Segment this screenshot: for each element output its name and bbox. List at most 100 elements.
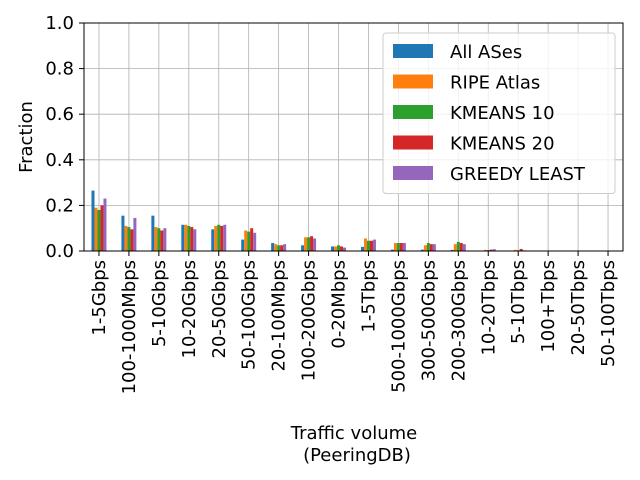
x-tick-label: 10-20Gbps <box>179 260 200 358</box>
legend-label: KMEANS 20 <box>450 134 555 155</box>
y-tick-label: 0.6 <box>45 104 74 125</box>
bar <box>97 209 101 251</box>
legend-swatch <box>393 166 433 180</box>
legend-swatch <box>393 74 433 89</box>
y-tick-label: 0.0 <box>45 241 74 262</box>
bar <box>193 229 197 251</box>
bar <box>184 224 188 251</box>
x-tick-label: 200-300Gbps <box>448 260 469 381</box>
bar <box>244 230 248 251</box>
legend-frame <box>382 32 616 194</box>
y-axis: 0.0 0.2 0.4 0.6 0.8 1.0 <box>45 13 84 262</box>
legend-swatch <box>393 44 433 58</box>
bar <box>280 245 284 251</box>
bar <box>513 249 517 251</box>
bar <box>402 243 406 251</box>
x-tick-label: 5-10Tbps <box>508 260 529 344</box>
bar <box>154 227 158 251</box>
bar <box>271 243 275 251</box>
bar <box>483 249 487 251</box>
bar <box>453 244 457 251</box>
bar <box>91 190 95 251</box>
x-tick-label: 10-20Tbps <box>478 260 499 356</box>
bar <box>121 215 125 251</box>
x-axis-label-subtitle: (PeeringDB) <box>303 445 411 466</box>
bar <box>426 243 430 251</box>
y-tick-label: 1.0 <box>45 13 74 34</box>
x-tick-label: 1-5Tbps <box>358 260 379 333</box>
y-axis-label: Fraction <box>16 101 37 173</box>
bar <box>363 238 367 251</box>
bar <box>124 225 128 251</box>
bar <box>304 237 308 251</box>
bar <box>253 232 257 251</box>
bar <box>396 243 400 251</box>
bar <box>181 224 185 251</box>
bar <box>340 246 344 251</box>
bar <box>390 249 394 251</box>
x-tick-label: 100+Tbps <box>538 260 559 353</box>
x-tick-label: 20-50Gbps <box>209 260 230 358</box>
bar <box>399 243 403 251</box>
bar <box>223 224 227 251</box>
bar <box>301 245 305 251</box>
bar <box>489 249 493 251</box>
bar <box>456 241 460 251</box>
x-tick-label: 500-1000Gbps <box>388 260 409 393</box>
bar <box>163 228 167 251</box>
legend-label: RIPE Atlas <box>450 73 540 94</box>
legend-swatch <box>393 135 433 150</box>
x-tick-label: 1-5Gbps <box>89 260 110 336</box>
bar <box>366 240 370 251</box>
bar <box>247 231 251 251</box>
bar <box>211 229 215 251</box>
bar <box>241 239 245 251</box>
y-tick-label: 0.4 <box>45 150 74 171</box>
bar <box>462 244 466 251</box>
bar <box>220 225 224 251</box>
bar <box>274 244 278 251</box>
bar <box>360 246 364 251</box>
x-axis-label: Traffic volume <box>290 423 417 444</box>
x-tick-label: 100-200Gbps <box>299 260 320 381</box>
x-tick-label: 5-10Gbps <box>149 260 170 347</box>
bar <box>420 249 424 251</box>
bar <box>423 245 427 251</box>
x-tick-label: 20-50Tbps <box>568 260 589 356</box>
bar <box>432 244 436 251</box>
legend-swatch <box>393 105 433 119</box>
bar <box>429 244 433 251</box>
bar <box>307 237 311 251</box>
bar <box>100 205 104 251</box>
x-tick-label: 0-20Mbps <box>329 260 350 349</box>
bar <box>331 246 335 251</box>
bar <box>190 227 194 251</box>
bar <box>519 248 523 251</box>
plot-area-frame <box>83 22 624 252</box>
y-tick-label: 0.8 <box>45 59 74 80</box>
bar <box>310 236 314 251</box>
bar <box>214 225 218 251</box>
bar <box>103 198 107 251</box>
legend: All ASes RIPE Atlas KMEANS 10 KMEANS 20 GREE… <box>382 32 616 194</box>
legend-label: KMEANS 10 <box>450 103 555 124</box>
x-tick-label: 20-100Mbps <box>269 260 290 372</box>
bar <box>217 224 221 251</box>
legend-label: GREEDY LEAST <box>450 164 586 185</box>
bar <box>133 217 137 251</box>
bar <box>313 238 317 251</box>
bar <box>151 215 155 251</box>
bar <box>277 245 281 251</box>
bar <box>94 207 98 251</box>
bar <box>283 244 287 251</box>
x-axis: 1-5Gbps 100-1000Mbps 5-10Gbps 10-20Gbps 20-5… <box>89 251 619 394</box>
bars <box>91 190 547 251</box>
legend-label: All ASes <box>450 42 522 63</box>
bar <box>343 247 347 251</box>
bar <box>130 229 134 251</box>
x-tick-label: 100-1000Mbps <box>119 260 140 394</box>
x-tick-label: 50-100Tbps <box>598 260 619 367</box>
bar <box>187 225 191 251</box>
bar <box>157 228 161 251</box>
